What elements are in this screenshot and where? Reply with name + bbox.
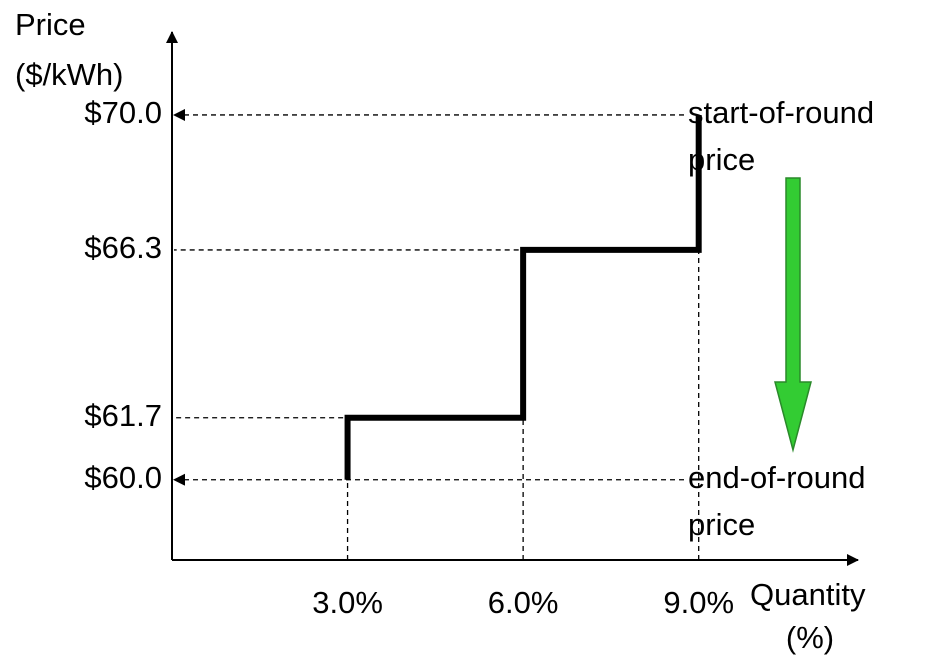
annotation: price	[688, 507, 755, 542]
y-axis-label: ($/kWh)	[15, 57, 124, 92]
x-tick-label: 9.0%	[663, 585, 734, 620]
x-axis-label: (%)	[786, 620, 834, 655]
x-tick-label: 6.0%	[488, 585, 559, 620]
y-tick-label: $66.3	[84, 230, 162, 265]
y-tick-label: $61.7	[84, 398, 162, 433]
step-line	[344, 114, 702, 480]
x-axis-label: Quantity	[750, 577, 866, 612]
annotation: end-of-round	[688, 460, 866, 495]
y-tick-label: $60.0	[84, 460, 162, 495]
annotation: start-of-round	[688, 95, 874, 130]
y-axis-label: Price	[15, 7, 86, 42]
x-tick-label: 3.0%	[312, 585, 383, 620]
direction-arrow	[774, 177, 812, 453]
y-tick-label: $70.0	[84, 95, 162, 130]
